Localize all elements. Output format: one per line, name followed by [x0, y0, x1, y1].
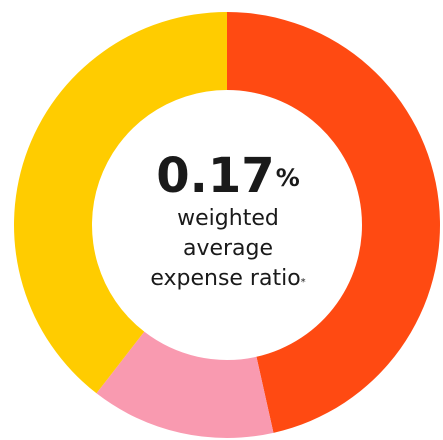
expense-ratio-value: 0.17% — [96, 148, 360, 204]
center-label: 0.17% weighted average expense ratio* — [96, 148, 360, 294]
label-line-1: weighted — [177, 206, 279, 231]
expense-ratio-number: 0.17 — [156, 148, 275, 204]
label-line-3-text: expense ratio — [150, 266, 301, 291]
label-line-2: average — [182, 236, 274, 261]
footnote-mark: * — [300, 277, 306, 288]
label-line-3: expense ratio* — [96, 264, 360, 294]
percent-sign: % — [275, 164, 300, 192]
donut-slice-2 — [96, 331, 274, 438]
donut-slice-1 — [227, 12, 441, 433]
donut-slice-3 — [13, 12, 227, 394]
